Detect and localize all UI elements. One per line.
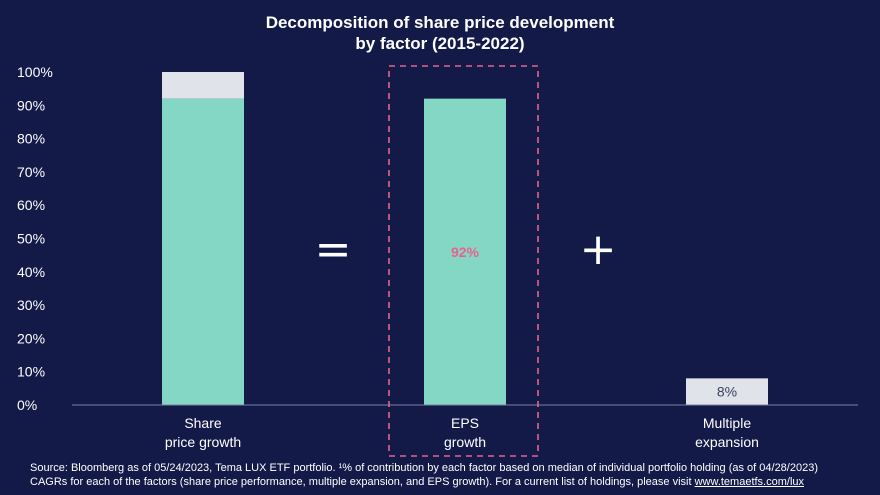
footnote-line2: CAGRs for each of the factors (share pri… bbox=[30, 475, 870, 489]
footnote-line2-text: CAGRs for each of the factors (share pri… bbox=[30, 476, 695, 488]
footnote-line1: Source: Bloomberg as of 05/24/2023, Tema… bbox=[30, 462, 818, 474]
y-tick-label: 40% bbox=[17, 264, 45, 280]
bar-0-series-1 bbox=[162, 72, 244, 99]
chart-title-line1: Decomposition of share price development bbox=[265, 13, 615, 32]
y-tick-label: 70% bbox=[17, 164, 45, 180]
category-label-2: expansion bbox=[695, 434, 759, 450]
operator-0: = bbox=[315, 224, 352, 275]
operator-1: + bbox=[580, 224, 617, 275]
y-tick-label: 0% bbox=[17, 397, 37, 413]
y-tick-label: 20% bbox=[17, 330, 45, 346]
y-tick-label: 100% bbox=[17, 64, 53, 80]
bar-1-series-0 bbox=[424, 98, 506, 405]
y-tick-label: 50% bbox=[17, 231, 45, 247]
highlight-box bbox=[388, 65, 539, 457]
category-label-2: Multiple bbox=[703, 415, 751, 431]
category-label-0: Share bbox=[184, 415, 222, 431]
chart: 0% 10% 20% 30% 40% 50% 60% 70% 80% 90% 100% 92% 8% Sh… bbox=[17, 64, 858, 457]
y-tick-label: 30% bbox=[17, 297, 45, 313]
category-label-0: price growth bbox=[165, 434, 241, 450]
holdings-link[interactable]: www.temaetfs.com/lux bbox=[694, 476, 805, 488]
y-tick-label: 90% bbox=[17, 97, 45, 113]
bar-2-series-1 bbox=[686, 378, 768, 405]
footnote: Source: Bloomberg as of 05/24/2023, Tema… bbox=[30, 461, 870, 489]
category-label-1: growth bbox=[444, 434, 486, 450]
chart-title-line2: by factor (2015-2022) bbox=[355, 34, 525, 53]
bar-0-series-0 bbox=[162, 98, 244, 405]
data-label-1: 92% bbox=[451, 244, 480, 260]
y-tick-label: 60% bbox=[17, 197, 45, 213]
data-label-2: 8% bbox=[717, 384, 737, 400]
y-tick-label: 10% bbox=[17, 364, 45, 380]
chart-title: Decomposition of share price development… bbox=[0, 12, 880, 54]
y-tick-label: 80% bbox=[17, 131, 45, 147]
category-label-1: EPS bbox=[451, 415, 479, 431]
